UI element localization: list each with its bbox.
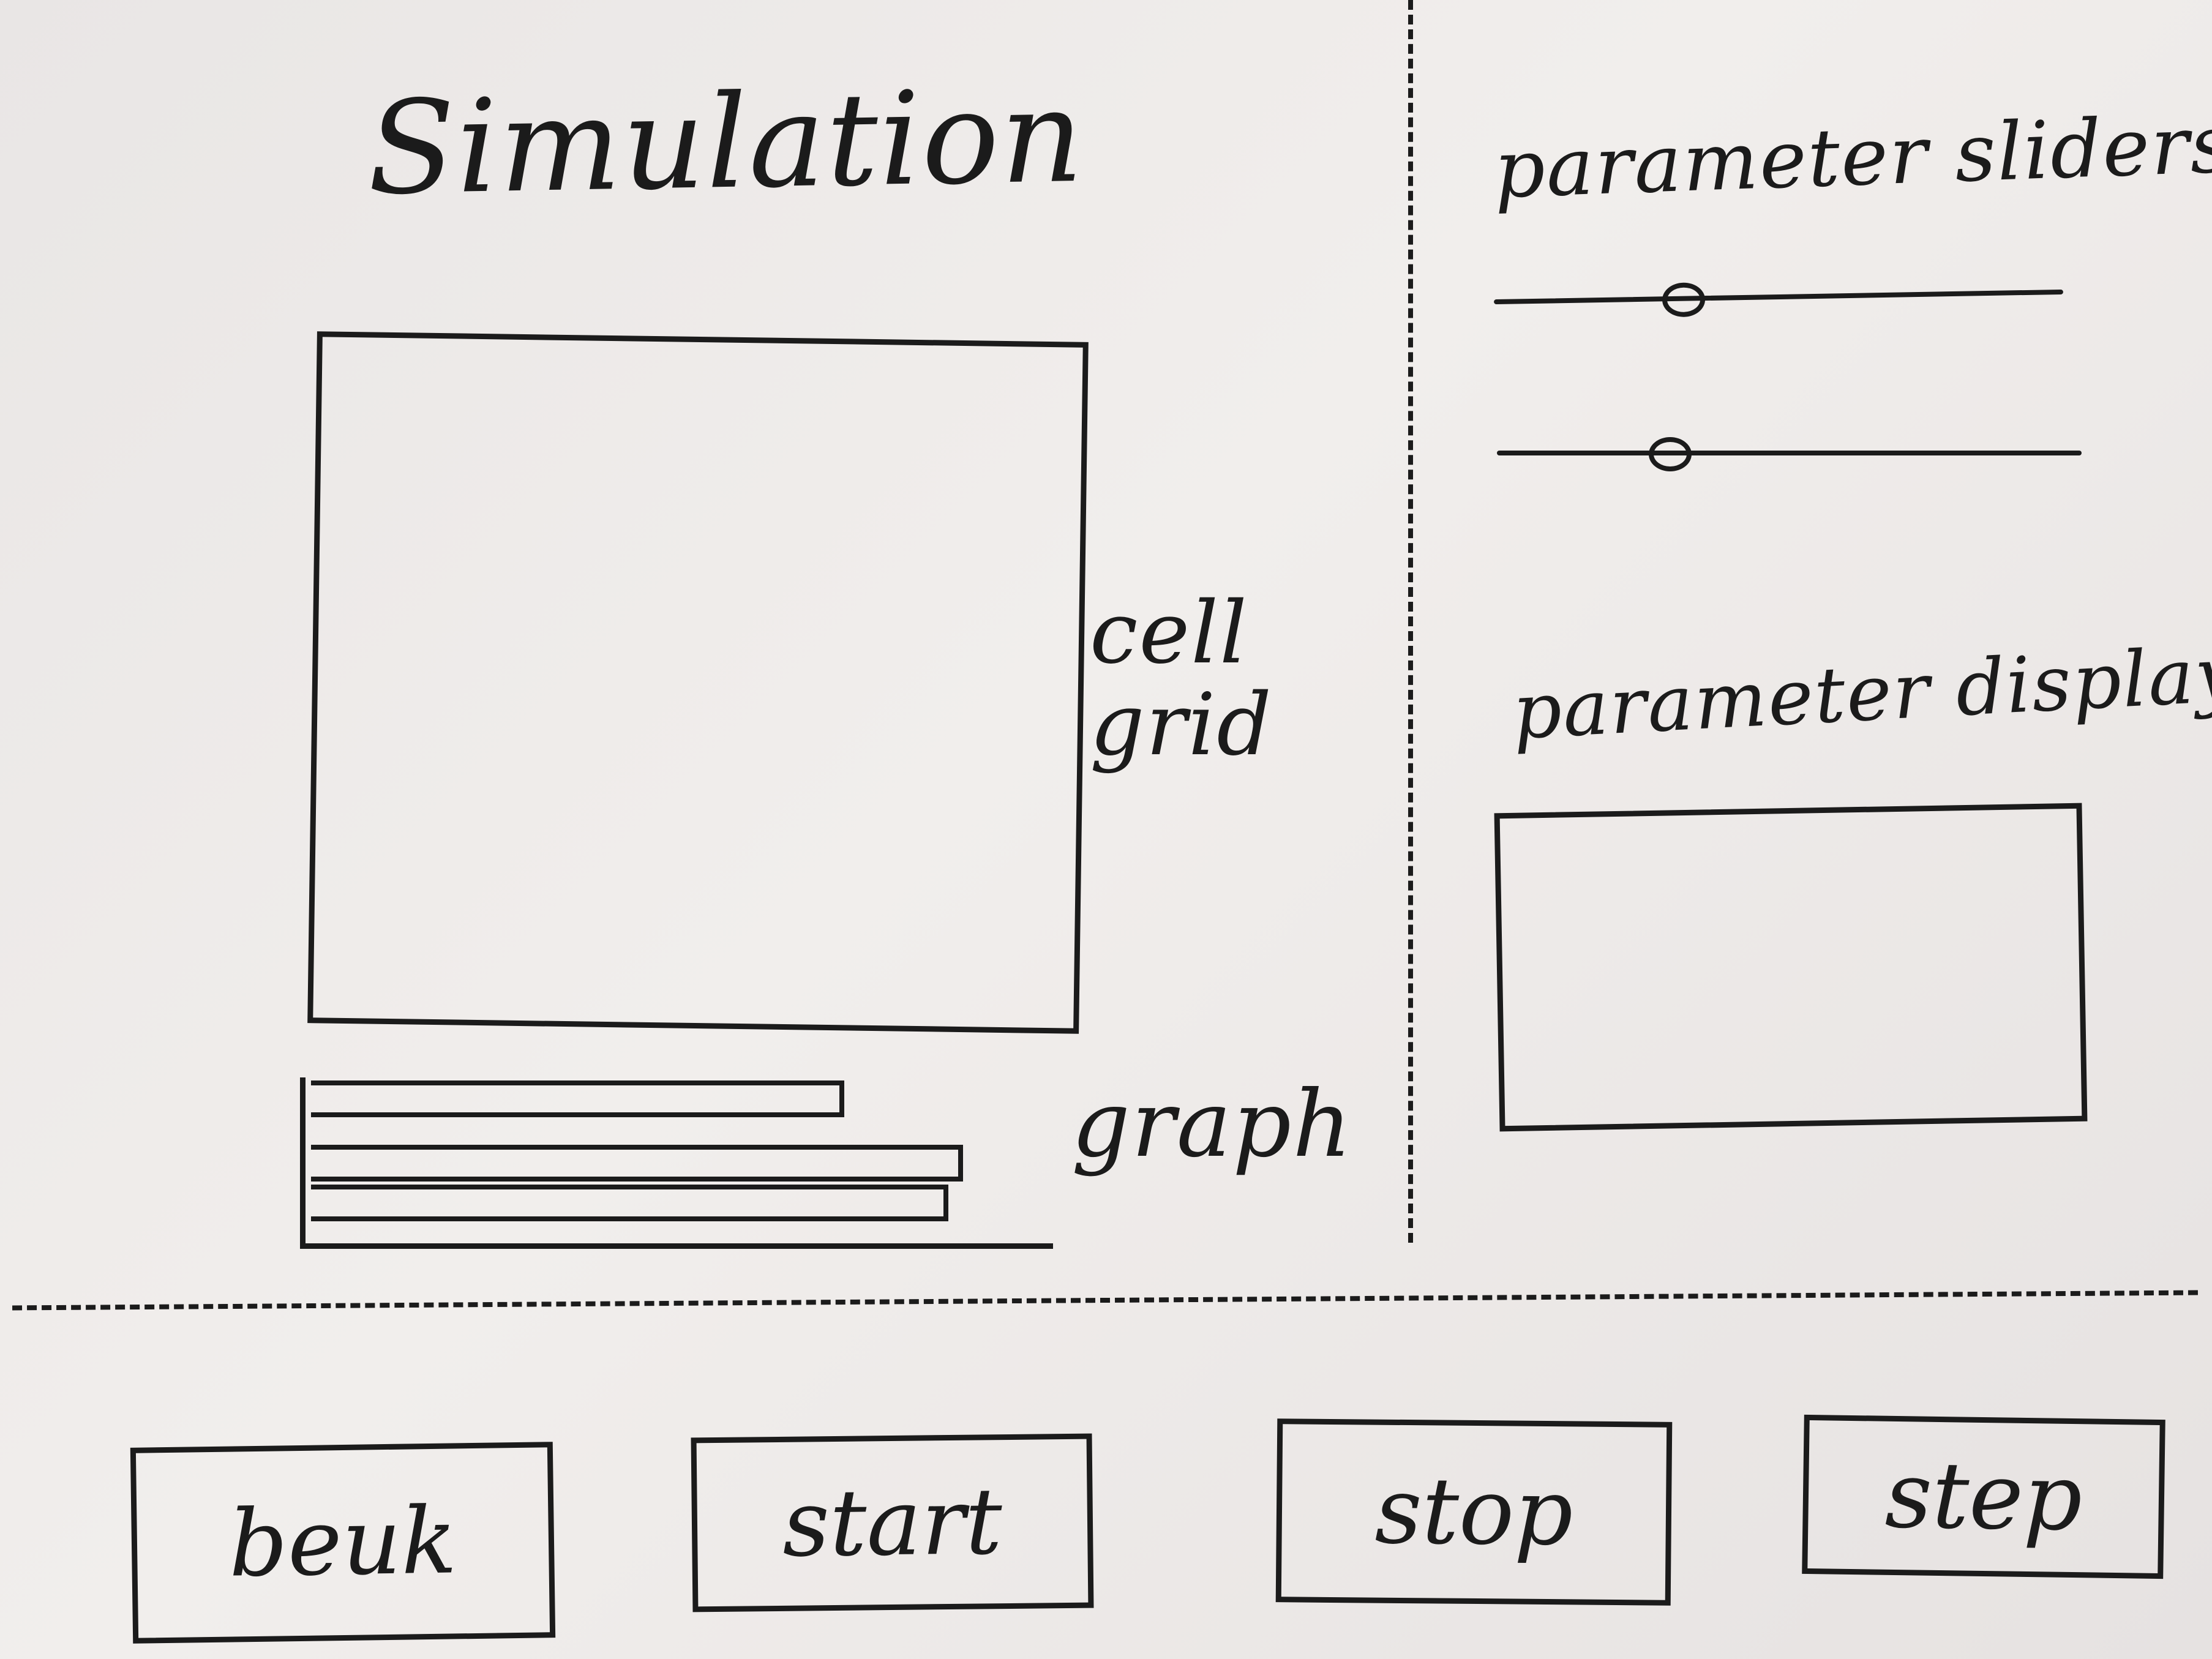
slider-track[interactable] — [1497, 451, 2082, 455]
parameter-slider[interactable] — [1497, 435, 2082, 471]
graph — [300, 1077, 1065, 1249]
graph-label: graph — [1071, 1071, 1353, 1178]
parameter-display — [1494, 803, 2088, 1132]
step-button[interactable]: step — [1802, 1414, 2165, 1579]
slider-thumb[interactable] — [1649, 437, 1692, 471]
start-button[interactable]: start — [691, 1433, 1094, 1612]
graph-bar — [311, 1185, 948, 1221]
page-title: Simulation — [366, 61, 1086, 224]
cell-grid[interactable] — [307, 331, 1089, 1034]
stop-button[interactable]: stop — [1275, 1418, 1673, 1606]
graph-bar — [311, 1145, 963, 1182]
cell-grid-label: cell grid — [1090, 583, 1273, 775]
graph-y-axis — [300, 1077, 306, 1249]
slider-thumb[interactable] — [1662, 282, 1706, 318]
back-button[interactable]: beuk — [130, 1442, 556, 1644]
graph-x-axis — [300, 1243, 1053, 1249]
slider-track[interactable] — [1494, 289, 2063, 305]
vertical-divider — [1408, 0, 1413, 1243]
graph-bar — [311, 1080, 844, 1117]
